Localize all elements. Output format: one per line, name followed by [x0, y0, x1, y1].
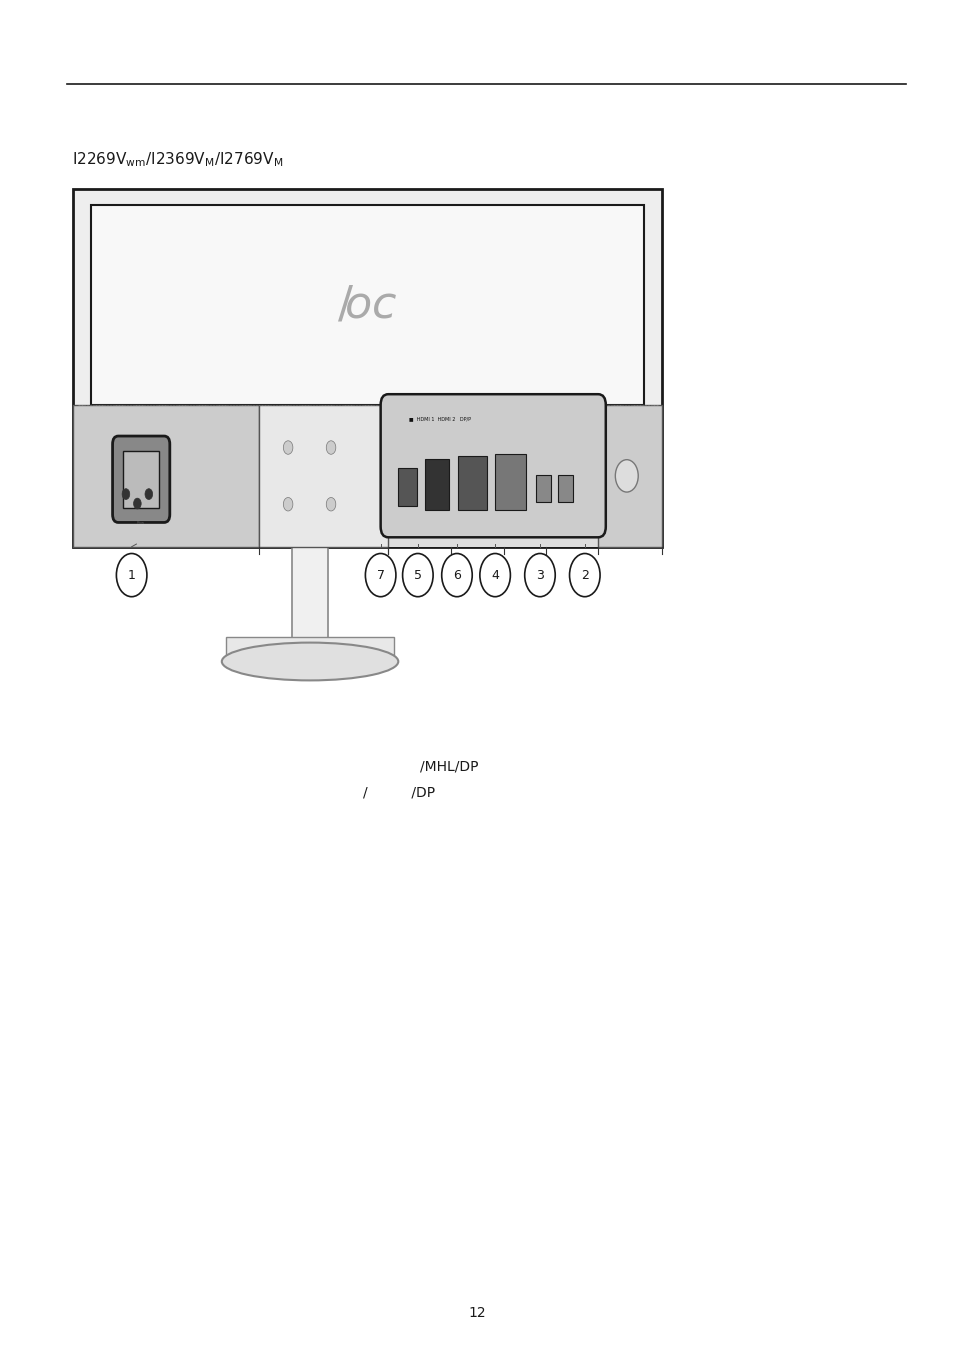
Text: 12: 12	[468, 1307, 485, 1320]
FancyBboxPatch shape	[380, 394, 605, 537]
Bar	[424, 459, 449, 510]
Circle shape	[524, 554, 555, 597]
FancyBboxPatch shape	[112, 436, 170, 522]
Bar	[73, 189, 661, 547]
Text: /MHL/DP: /MHL/DP	[419, 760, 477, 774]
Circle shape	[615, 459, 638, 493]
Text: 2: 2	[580, 568, 588, 582]
Text: /          /DP: / /DP	[362, 786, 435, 799]
Text: 1: 1	[128, 568, 135, 582]
Circle shape	[145, 489, 152, 500]
Bar	[123, 451, 159, 508]
Circle shape	[326, 440, 335, 454]
Circle shape	[326, 498, 335, 512]
Bar	[598, 405, 661, 547]
Circle shape	[441, 554, 472, 597]
Circle shape	[365, 554, 395, 597]
Bar	[397, 468, 416, 506]
Text: 7: 7	[376, 568, 384, 582]
Circle shape	[569, 554, 599, 597]
Bar	[73, 405, 259, 547]
Circle shape	[402, 554, 433, 597]
Bar	[536, 475, 551, 502]
Text: ■  HDMI 1  HDMI 2   DP/P: ■ HDMI 1 HDMI 2 DP/P	[409, 416, 471, 421]
Text: I2269V$_{\mathregular{wm}}$/I2369V$_{\mathregular{M}}$/I2769V$_{\mathregular{M}}: I2269V$_{\mathregular{wm}}$/I2369V$_{\ma…	[71, 150, 283, 169]
Circle shape	[133, 498, 141, 509]
Bar	[73, 405, 661, 547]
Text: 5: 5	[414, 568, 421, 582]
Circle shape	[283, 440, 293, 454]
Text: 3: 3	[536, 568, 543, 582]
Text: 6: 6	[453, 568, 460, 582]
Circle shape	[479, 554, 510, 597]
Circle shape	[283, 498, 293, 512]
Bar	[259, 405, 388, 547]
Text: 4: 4	[491, 568, 498, 582]
Bar	[495, 454, 525, 510]
Bar	[226, 637, 394, 664]
Text: $\mathit{/\!oc}$: $\mathit{/\!oc}$	[337, 284, 397, 327]
Ellipse shape	[221, 643, 398, 680]
Circle shape	[116, 554, 147, 597]
Bar	[457, 456, 486, 510]
Circle shape	[122, 489, 130, 500]
Bar	[292, 540, 328, 648]
Bar	[558, 475, 573, 502]
Text: Pow: Pow	[137, 521, 145, 525]
Bar	[91, 205, 643, 405]
